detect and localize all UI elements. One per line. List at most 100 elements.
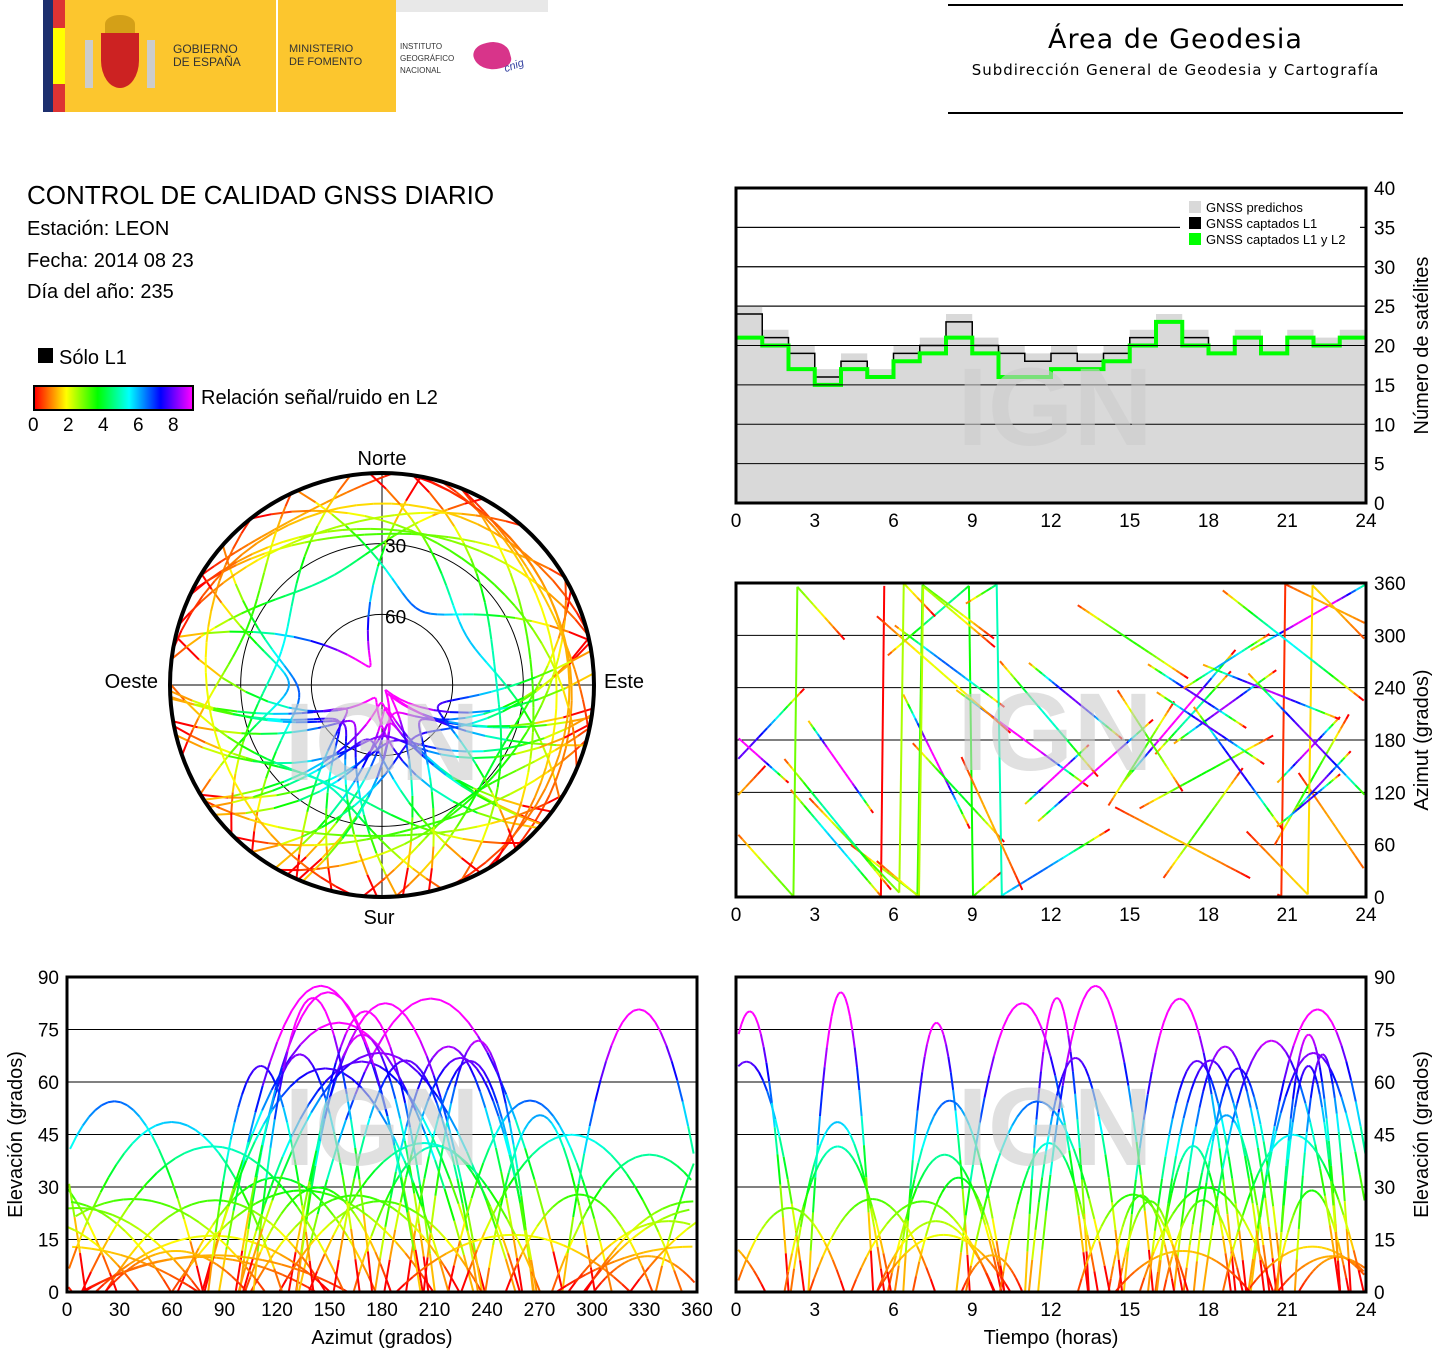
track-segment xyxy=(988,633,995,640)
track-segment xyxy=(246,1202,257,1210)
track-segment xyxy=(336,649,348,656)
track-segment xyxy=(1034,1202,1040,1230)
track-segment xyxy=(791,767,797,774)
track-segment xyxy=(1308,793,1312,797)
track-segment xyxy=(508,1154,516,1178)
track-segment xyxy=(665,1045,673,1062)
track-segment xyxy=(1342,1264,1348,1279)
track-segment xyxy=(1028,796,1033,801)
track-segment xyxy=(1347,1259,1352,1293)
track-segment xyxy=(972,622,980,628)
track-segment xyxy=(328,765,333,779)
track-segment xyxy=(296,1263,306,1272)
track-segment xyxy=(1194,1070,1200,1080)
track-segment xyxy=(1148,651,1154,656)
track-segment xyxy=(321,815,341,829)
track-segment xyxy=(403,1140,411,1167)
track-segment xyxy=(921,1135,928,1149)
track-segment xyxy=(393,1144,402,1178)
track-segment xyxy=(1100,1218,1107,1227)
track-segment xyxy=(862,854,869,861)
track-segment xyxy=(1210,806,1216,812)
track-segment xyxy=(423,535,438,544)
track-segment xyxy=(1061,1068,1067,1078)
track-segment xyxy=(1172,1250,1178,1253)
plot-frame xyxy=(734,581,1368,899)
track-segment xyxy=(373,1066,382,1091)
track-segment xyxy=(1211,1257,1217,1263)
track-segment xyxy=(1115,747,1121,754)
track-segment xyxy=(290,1266,301,1272)
track-segment xyxy=(1114,1244,1119,1256)
track-segment xyxy=(1192,709,1197,714)
track-segment xyxy=(329,797,345,816)
track-segment xyxy=(1220,1118,1227,1137)
track-segment xyxy=(526,797,536,813)
track-segment xyxy=(1072,747,1078,753)
track-segment xyxy=(907,703,912,710)
track-segment xyxy=(1284,1083,1292,1098)
track-segment xyxy=(843,1124,849,1131)
track-segment xyxy=(503,558,512,574)
track-segment xyxy=(1229,755,1236,760)
track-segment xyxy=(405,1154,413,1178)
track-segment xyxy=(1292,1270,1298,1276)
track-segment xyxy=(1096,617,1102,622)
track-segment xyxy=(498,755,502,772)
track-segment xyxy=(1302,1014,1309,1023)
track-segment xyxy=(828,621,834,628)
track-segment xyxy=(344,771,347,785)
track-segment xyxy=(906,886,913,892)
track-segment xyxy=(1337,727,1342,734)
track-segment xyxy=(1012,870,1017,877)
track-segment xyxy=(464,724,478,728)
track-segment xyxy=(1250,685,1255,690)
track-segment xyxy=(525,1234,533,1245)
track-segment xyxy=(464,497,484,505)
track-segment xyxy=(1154,1212,1159,1220)
track-segment xyxy=(251,716,268,722)
track-segment xyxy=(1221,1045,1226,1049)
track-segment xyxy=(249,614,259,629)
track-segment xyxy=(1277,632,1284,639)
track-segment xyxy=(484,734,507,742)
track-segment xyxy=(524,760,536,768)
track-segment xyxy=(902,1221,910,1230)
track-segment xyxy=(221,1146,232,1151)
track-segment xyxy=(1260,1171,1267,1199)
track-segment xyxy=(377,702,381,707)
track-segment xyxy=(368,775,379,796)
track-segment xyxy=(1167,1178,1174,1204)
track-segment xyxy=(343,789,354,796)
track-segment xyxy=(1345,1060,1352,1081)
track-segment xyxy=(344,725,348,731)
track-segment xyxy=(529,745,533,759)
track-segment xyxy=(1297,1198,1303,1204)
track-segment xyxy=(409,817,414,842)
track-segment xyxy=(139,1129,149,1137)
track-segment xyxy=(269,657,277,665)
track-segment xyxy=(445,774,461,786)
track-segment xyxy=(305,986,315,993)
track-segment xyxy=(410,776,414,797)
track-segment xyxy=(242,600,252,616)
track-segment xyxy=(194,703,217,710)
track-segment xyxy=(1053,802,1060,808)
track-segment xyxy=(1285,1159,1290,1182)
track-segment xyxy=(1201,1159,1207,1174)
track-segment xyxy=(406,841,412,869)
track-segment xyxy=(1312,1146,1320,1156)
track-segment xyxy=(443,510,462,519)
track-segment xyxy=(985,639,992,645)
track-segment xyxy=(762,1079,769,1092)
track-segment xyxy=(469,1059,475,1063)
track-segment xyxy=(1196,1059,1201,1063)
track-segment xyxy=(403,739,411,744)
track-segment xyxy=(448,1149,459,1157)
track-segment xyxy=(1242,605,1249,611)
track-segment xyxy=(1265,1160,1272,1183)
track-segment xyxy=(231,773,237,793)
track-segment xyxy=(545,621,551,637)
track-segment xyxy=(633,1251,645,1256)
track-segment xyxy=(304,1193,312,1224)
